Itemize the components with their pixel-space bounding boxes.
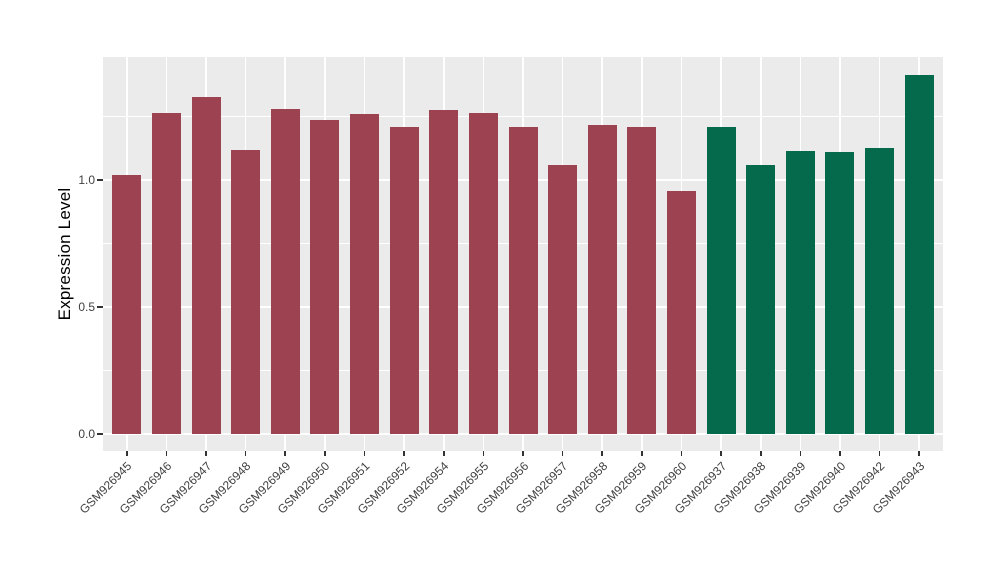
bar-GSM926960 (666, 191, 696, 434)
x-tick-mark (324, 451, 326, 456)
x-tick-mark (482, 451, 485, 456)
x-tick-mark (205, 451, 207, 456)
x-tick-mark (680, 451, 683, 456)
bar-GSM926940 (825, 152, 855, 434)
x-tick-mark (720, 451, 722, 456)
y-tick-mark (97, 306, 103, 308)
y-tick-label: 1.0 (78, 173, 95, 187)
x-tick-mark (601, 451, 604, 456)
x-tick-mark (918, 451, 921, 456)
x-tick-mark (363, 451, 366, 456)
x-tick-mark (165, 451, 168, 456)
bar-GSM926949 (270, 108, 300, 434)
bar-GSM926958 (587, 125, 617, 434)
x-tick-mark (403, 451, 405, 456)
x-tick-mark (284, 451, 287, 456)
x-tick-mark (878, 451, 881, 456)
bar-GSM926942 (865, 148, 895, 434)
bar-GSM926938 (746, 164, 776, 434)
bar-GSM926959 (627, 126, 657, 434)
plot-panel (103, 57, 943, 451)
x-tick-mark (442, 451, 445, 456)
bar-GSM926946 (151, 112, 181, 434)
bar-GSM926957 (548, 164, 578, 434)
x-tick-mark (641, 451, 643, 456)
bar-GSM926955 (468, 112, 498, 434)
bar-GSM926948 (231, 149, 261, 434)
x-tick-mark (759, 451, 762, 456)
bar-GSM926956 (508, 126, 538, 434)
bar-GSM926947 (191, 97, 221, 434)
bar-GSM926954 (429, 110, 459, 434)
bar-GSM926952 (389, 126, 419, 434)
y-tick-mark (97, 179, 103, 181)
x-tick-mark (561, 451, 564, 456)
x-tick-mark (125, 451, 128, 456)
x-tick-mark (839, 451, 841, 456)
x-tick-mark (799, 451, 802, 456)
x-tick-mark (244, 451, 247, 456)
bar-GSM926951 (350, 113, 379, 434)
bar-GSM926939 (785, 150, 815, 434)
y-tick-mark (97, 433, 103, 435)
y-tick-label: 0.0 (78, 427, 95, 441)
x-tick-mark (522, 451, 524, 456)
bar-GSM926950 (310, 120, 340, 434)
bar-GSM926943 (904, 74, 934, 434)
bar-GSM926937 (706, 126, 736, 434)
y-tick-label: 0.5 (78, 300, 95, 314)
bar-GSM926945 (112, 174, 142, 434)
